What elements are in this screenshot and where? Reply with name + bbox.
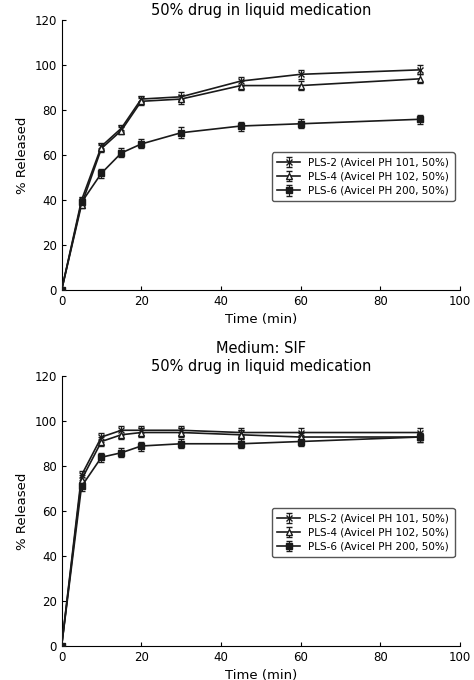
- Legend: PLS-2 (Avicel PH 101, 50%), PLS-4 (Avicel PH 102, 50%), PLS-6 (Avicel PH 200, 50: PLS-2 (Avicel PH 101, 50%), PLS-4 (Avice…: [272, 509, 455, 557]
- X-axis label: Time (min): Time (min): [225, 313, 297, 326]
- Y-axis label: % Released: % Released: [16, 116, 29, 194]
- Y-axis label: % Released: % Released: [16, 473, 29, 550]
- Title: Medium: SIF
50% drug in liquid medication: Medium: SIF 50% drug in liquid medicatio…: [151, 341, 371, 374]
- X-axis label: Time (min): Time (min): [225, 669, 297, 680]
- Title: Medium: SGF
50% drug in liquid medication: Medium: SGF 50% drug in liquid medicatio…: [151, 0, 371, 18]
- Legend: PLS-2 (Avicel PH 101, 50%), PLS-4 (Avicel PH 102, 50%), PLS-6 (Avicel PH 200, 50: PLS-2 (Avicel PH 101, 50%), PLS-4 (Avice…: [272, 152, 455, 201]
